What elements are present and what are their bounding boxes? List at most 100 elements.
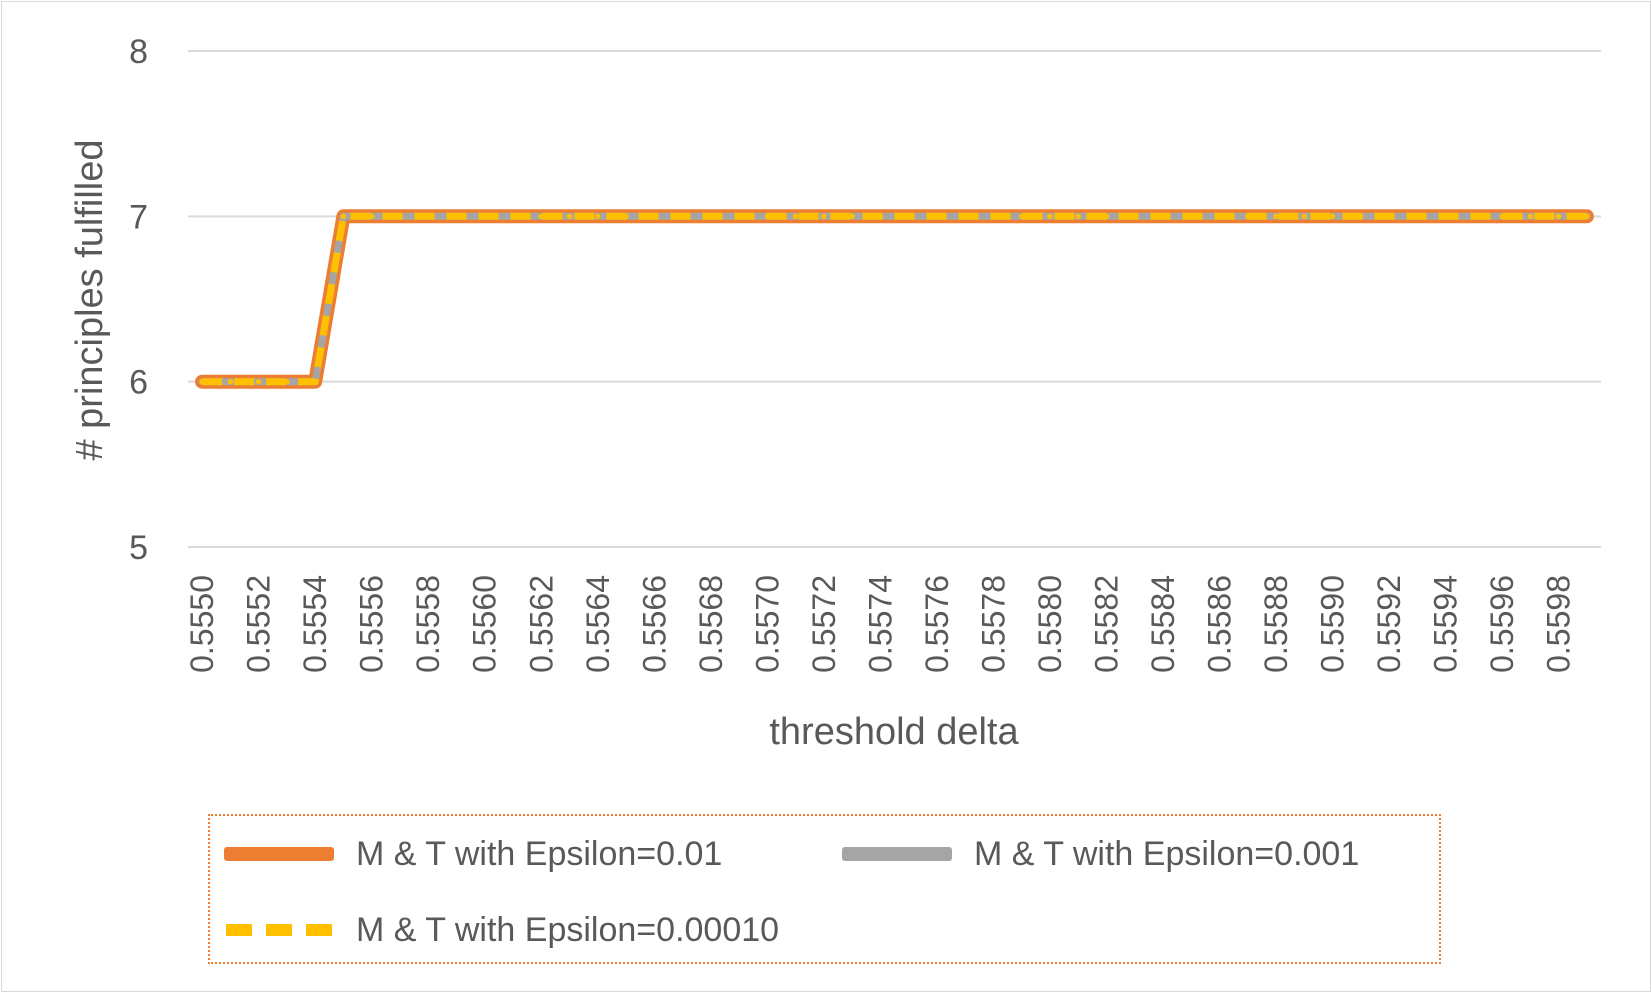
series-line-3 <box>202 212 1587 386</box>
x-tick-label: 0.5570 <box>749 575 785 673</box>
legend-item-series-1: M & T with Epsilon=0.01 <box>224 834 722 874</box>
data-point <box>566 213 573 219</box>
x-tick-label: 0.5556 <box>354 575 390 673</box>
data-point <box>792 213 799 219</box>
data-point <box>340 213 347 219</box>
x-tick-label: 0.5550 <box>184 575 220 673</box>
data-point <box>1019 213 1025 219</box>
data-point <box>990 213 997 219</box>
data-point <box>1414 213 1420 219</box>
data-point <box>623 213 629 219</box>
data-point <box>453 213 460 219</box>
series-lines <box>195 209 1594 389</box>
data-point <box>1047 213 1053 219</box>
data-point <box>1329 213 1336 219</box>
x-tick-label: 0.5592 <box>1371 575 1407 673</box>
y-tick-label: 8 <box>129 33 148 71</box>
x-tick-label: 0.5560 <box>467 575 503 673</box>
x-tick-label: 0.5582 <box>1088 575 1124 673</box>
x-tick-label: 0.5596 <box>1484 575 1520 673</box>
data-point <box>1358 213 1364 219</box>
series-line-2 <box>198 212 1591 386</box>
data-point <box>821 213 827 219</box>
x-tick-label: 0.5578 <box>975 575 1011 673</box>
data-point <box>1471 213 1477 219</box>
x-tick-label: 0.5594 <box>1428 575 1464 673</box>
x-axis-ticks: 0.5550 0.5552 0.5554 0.5556 0.5558 0.5560 0.55… <box>184 575 1576 673</box>
x-tick-label: 0.5552 <box>241 575 277 673</box>
data-point <box>482 213 488 219</box>
x-tick-label: 0.5584 <box>1145 575 1181 673</box>
data-point <box>1273 213 1279 219</box>
legend-swatch-solid <box>224 847 334 861</box>
data-point <box>877 213 884 219</box>
legend-swatch-solid <box>842 847 952 861</box>
data-point <box>284 379 290 385</box>
data-point <box>1527 213 1534 219</box>
data-point <box>1188 213 1194 219</box>
x-tick-label: 0.5572 <box>806 575 842 673</box>
data-point <box>1245 213 1251 219</box>
y-axis-ticks: 5 6 7 8 <box>129 33 148 567</box>
y-axis-label: # principles fulfilled <box>69 139 111 460</box>
x-tick-label: 0.5590 <box>1315 575 1351 673</box>
gridlines <box>188 50 1601 548</box>
data-point <box>369 213 375 219</box>
data-point <box>708 213 714 219</box>
data-point <box>1386 213 1392 219</box>
data-point <box>510 213 516 219</box>
chart-legend: M & T with Epsilon=0.01 M & T with Epsil… <box>208 814 1441 964</box>
series-line-1 <box>195 209 1594 389</box>
data-point <box>651 213 657 219</box>
legend-label: M & T with Epsilon=0.001 <box>974 834 1360 873</box>
y-tick-label: 5 <box>129 529 148 567</box>
x-tick-label: 0.5574 <box>862 575 898 673</box>
data-point <box>312 379 318 385</box>
data-point <box>1301 213 1307 219</box>
data-point <box>199 379 205 385</box>
data-point <box>679 213 686 219</box>
x-tick-label: 0.5554 <box>297 575 333 673</box>
x-tick-label: 0.5562 <box>523 575 559 673</box>
x-tick-label: 0.5568 <box>693 575 729 673</box>
data-point <box>962 213 968 219</box>
x-tick-label: 0.5580 <box>1032 575 1068 673</box>
legend-swatch-dashed <box>226 924 332 936</box>
data-point <box>1555 213 1562 219</box>
data-point <box>1216 213 1223 219</box>
data-point <box>1584 213 1590 219</box>
data-point <box>1499 213 1505 219</box>
x-tick-label: 0.5588 <box>1258 575 1294 673</box>
x-tick-label: 0.5566 <box>636 575 672 673</box>
legend-label: M & T with Epsilon=0.00010 <box>356 910 780 949</box>
y-tick-label: 7 <box>129 198 148 236</box>
y-tick-label: 6 <box>129 364 148 402</box>
data-point <box>397 213 403 219</box>
data-point <box>934 213 940 219</box>
data-point <box>227 379 234 385</box>
legend-item-series-2: M & T with Epsilon=0.001 <box>842 834 1359 874</box>
data-point <box>595 213 601 219</box>
x-tick-label: 0.5558 <box>410 575 446 673</box>
x-axis-label: threshold delta <box>769 711 1019 753</box>
legend-item-series-3: M & T with Epsilon=0.00010 <box>224 910 779 950</box>
data-point <box>538 213 544 219</box>
data-point <box>1103 213 1110 219</box>
data-point <box>905 213 912 219</box>
data-point <box>1132 213 1138 219</box>
x-tick-label: 0.5576 <box>919 575 955 673</box>
x-tick-label: 0.5598 <box>1541 575 1577 673</box>
x-tick-label: 0.5564 <box>580 575 616 673</box>
data-point <box>255 379 262 385</box>
data-point <box>1075 213 1081 219</box>
data-point <box>1160 213 1166 219</box>
data-point <box>849 213 855 219</box>
data-point <box>425 213 431 219</box>
data-point <box>764 213 770 219</box>
data-point <box>1442 213 1449 219</box>
data-point <box>736 213 742 219</box>
x-tick-label: 0.5586 <box>1201 575 1237 673</box>
legend-label: M & T with Epsilon=0.01 <box>356 834 723 873</box>
